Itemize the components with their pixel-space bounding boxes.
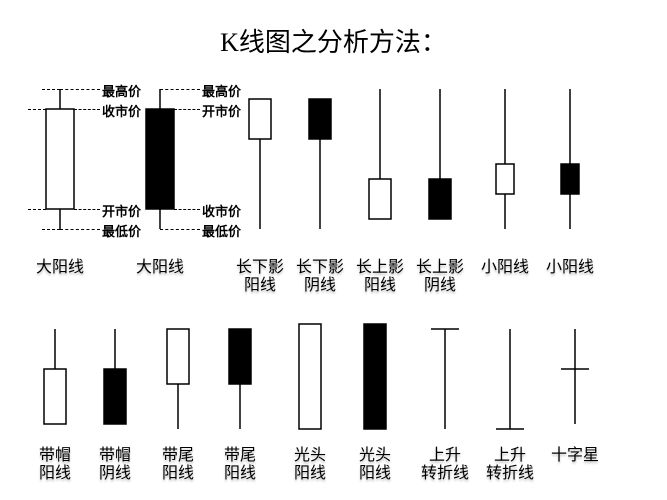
dash-line — [28, 209, 46, 210]
candle-label: 带尾阳线 — [143, 447, 213, 482]
candle-label: 大阳线 — [25, 259, 95, 277]
candle-label: 小阳线 — [535, 259, 605, 277]
price-label: 收市价 — [202, 201, 241, 220]
diagram-canvas: 大阳线大阳线长下影阳线长下影阴线长上影阳线长上影阴线小阳线小阳线带帽阳线带帽阴线… — [0, 69, 667, 499]
dash-line — [28, 109, 46, 110]
dash-line — [74, 209, 100, 210]
page-title: K线图之分析方法： — [0, 0, 667, 69]
candle-label: 上升转折线 — [475, 447, 545, 482]
price-label: 最高价 — [102, 81, 141, 100]
candle-label: 光头阳线 — [275, 447, 345, 482]
dash-line — [42, 229, 60, 230]
dash-line — [60, 229, 100, 230]
dash-line — [60, 89, 100, 90]
candle-label: 十字星 — [540, 447, 610, 465]
price-label: 最低价 — [102, 221, 141, 240]
price-label: 开市价 — [202, 101, 241, 120]
dash-line — [42, 89, 60, 90]
candle-label: 上升转折线 — [410, 447, 480, 482]
price-label: 开市价 — [102, 201, 141, 220]
candle-label: 带尾阳线 — [205, 447, 275, 482]
candle-label: 带帽阴线 — [80, 447, 150, 482]
dash-line — [160, 89, 200, 90]
candle-label: 光头阳线 — [340, 447, 410, 482]
dash-line — [174, 109, 200, 110]
price-label: 最低价 — [202, 221, 241, 240]
candle-label: 长上影阴线 — [405, 259, 475, 294]
candle-label: 小阳线 — [470, 259, 540, 277]
price-label: 最高价 — [202, 81, 241, 100]
dash-line — [74, 109, 100, 110]
price-label: 收市价 — [102, 101, 141, 120]
dash-line — [174, 209, 200, 210]
dash-line — [160, 229, 200, 230]
candle-label: 大阳线 — [125, 259, 195, 277]
